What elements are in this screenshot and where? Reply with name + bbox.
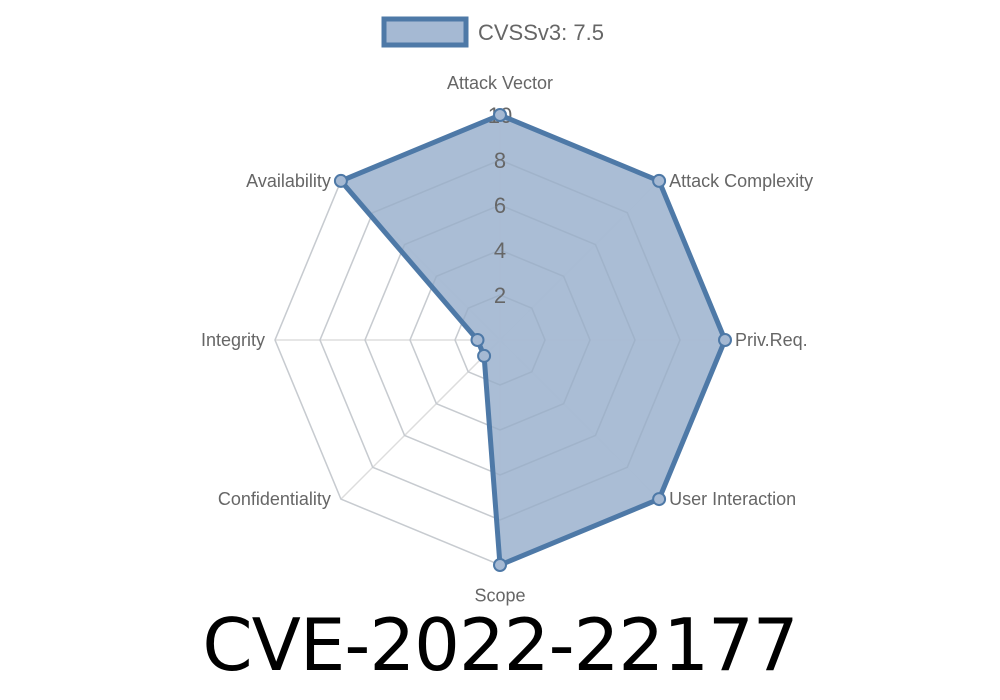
data-point xyxy=(333,173,348,188)
data-point xyxy=(470,333,485,347)
grid-ring-overlay xyxy=(454,294,546,386)
data-point xyxy=(718,333,732,347)
grid-ring-overlay xyxy=(319,159,681,521)
axis-label: Availability xyxy=(246,171,331,191)
tick-label: 8 xyxy=(494,148,506,173)
legend-label: CVSSv3: 7.5 xyxy=(478,20,604,45)
data-point xyxy=(652,492,667,507)
grid-ring-overlay xyxy=(364,204,636,476)
grid-spoke xyxy=(340,339,501,500)
axis-label: Attack Complexity xyxy=(669,171,813,191)
axis-label: Attack Vector xyxy=(447,73,553,93)
axis-label: Integrity xyxy=(201,330,265,350)
legend-swatch xyxy=(381,16,469,48)
data-point xyxy=(493,558,507,572)
chart-title: CVE-2022-22177 xyxy=(202,603,798,687)
axis-label: User Interaction xyxy=(669,489,796,509)
tick-label: 2 xyxy=(494,283,506,308)
tick-label: 4 xyxy=(494,238,506,263)
axis-label: Confidentiality xyxy=(218,489,331,509)
axis-label: Scope xyxy=(474,585,525,605)
data-point xyxy=(477,348,492,363)
data-point xyxy=(652,173,667,188)
axis-label: Priv.Req. xyxy=(735,330,808,350)
series-area xyxy=(340,115,725,565)
tick-label: 6 xyxy=(494,193,506,218)
grid-ring-overlay xyxy=(409,249,591,431)
data-point xyxy=(493,108,507,122)
